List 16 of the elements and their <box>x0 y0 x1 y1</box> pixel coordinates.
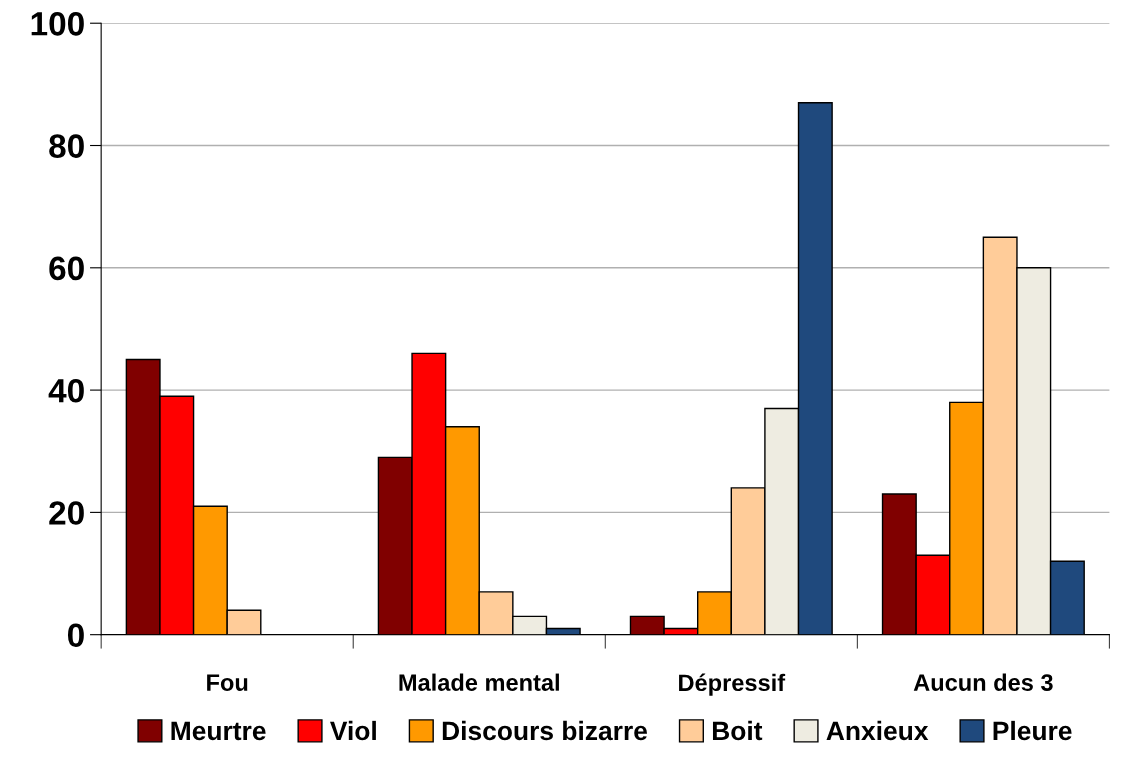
x-tick-label: Fou <box>207 674 248 691</box>
y-tick-label: 100 <box>31 12 84 36</box>
x-tick-label: Dépressif <box>679 673 786 696</box>
legend-label: Discours bizarre <box>442 720 647 741</box>
y-tick-label: 60 <box>49 256 84 281</box>
y-tick-label: 80 <box>49 134 84 158</box>
x-tick-label: Aucun des 3 <box>913 673 1053 691</box>
y-tick-label: 20 <box>49 501 84 525</box>
y-tick-label: 40 <box>48 378 84 403</box>
legend-label: Boit <box>712 720 763 741</box>
legend-label: Anxieux <box>826 720 929 741</box>
legend-label: Viol <box>330 720 376 741</box>
legend-label: Pleure <box>993 720 1072 741</box>
x-tick-label: Malade mental <box>399 673 559 691</box>
y-tick-label: 0 <box>67 623 84 648</box>
legend-label: Meurtre <box>171 721 266 741</box>
